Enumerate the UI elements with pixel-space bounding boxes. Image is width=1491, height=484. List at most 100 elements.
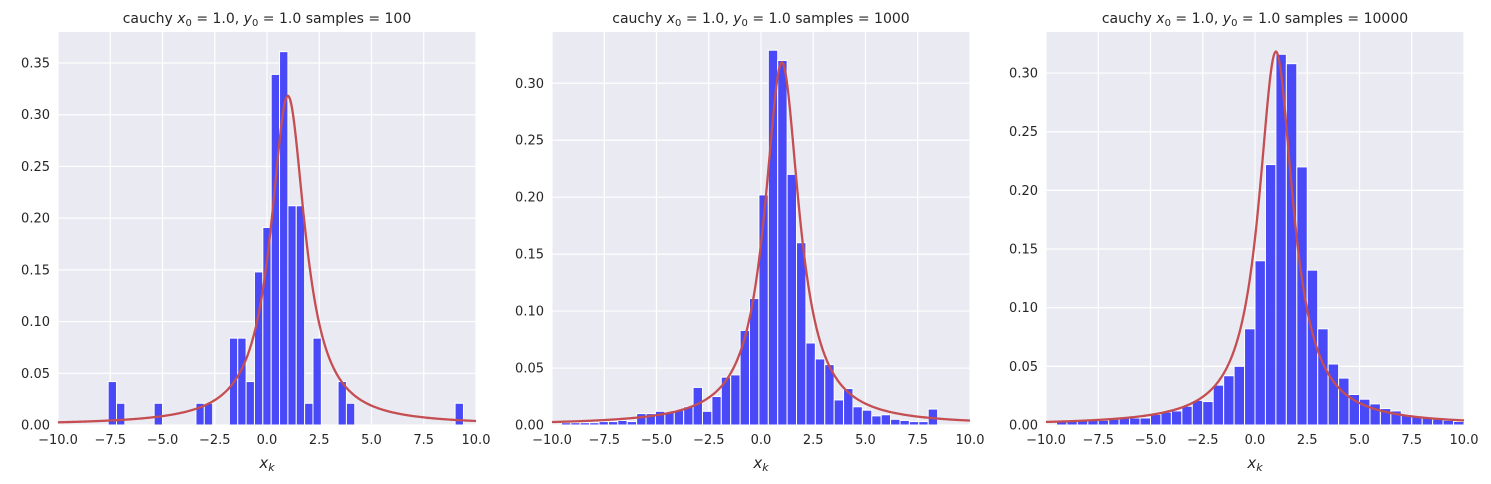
title-part: = 1.0 samples = 1000 bbox=[748, 11, 910, 27]
histogram-bar bbox=[814, 358, 826, 425]
x-tick-label: 2.5 bbox=[803, 433, 824, 448]
y-tick-label: 0.10 bbox=[21, 315, 50, 330]
x-axis-label-main: x bbox=[752, 454, 762, 472]
histogram-bar bbox=[1264, 164, 1277, 425]
y-tick-label: 0.20 bbox=[21, 212, 50, 227]
x-tick-label: 0.0 bbox=[1245, 433, 1266, 448]
x-tick-label: 5.0 bbox=[1349, 433, 1370, 448]
histogram-bar bbox=[871, 415, 882, 425]
y-tick-label: 0.20 bbox=[1009, 184, 1038, 199]
title-part: = 1.0, bbox=[192, 11, 244, 27]
subplot-samples-1000: −10.0 −7.5 −5.0 −2.5 0.0 2.5 5.0 7.5 10.0 0.00 0.0… bbox=[515, 11, 984, 474]
histogram-bar bbox=[1442, 419, 1455, 425]
histogram-bar bbox=[454, 402, 464, 425]
histogram-bar bbox=[1233, 365, 1246, 425]
histogram-bar bbox=[589, 422, 600, 425]
histogram-bar bbox=[245, 381, 255, 425]
histogram-bar bbox=[796, 242, 807, 425]
x-tick-label: −7.5 bbox=[588, 433, 620, 448]
histogram-bar bbox=[598, 421, 609, 425]
plot-area bbox=[1046, 50, 1464, 425]
y-tick-label: 0.10 bbox=[1009, 301, 1038, 316]
title-part: = 1.0 samples = 100 bbox=[258, 11, 411, 27]
histogram-bar bbox=[1254, 260, 1266, 425]
x-tick-label: −5.0 bbox=[147, 433, 179, 448]
x-tick-label: −10.0 bbox=[1026, 433, 1066, 448]
x-tick-label: 2.5 bbox=[309, 433, 330, 448]
histogram-bar bbox=[739, 329, 751, 425]
x-tick-label: 0.0 bbox=[257, 433, 278, 448]
histogram-bar bbox=[899, 419, 910, 425]
histogram-bar bbox=[295, 205, 306, 425]
x-tick-label: −2.5 bbox=[1187, 433, 1219, 448]
x-axis-label-sub: k bbox=[762, 461, 769, 474]
x-tick-label: 10.0 bbox=[1450, 433, 1479, 448]
title-part: = 1.0, bbox=[1171, 11, 1223, 27]
histogram-bar bbox=[1338, 377, 1350, 425]
subplot-samples-10000: −10.0 −7.5 −5.0 −2.5 0.0 2.5 5.0 7.5 10.0 0.00 0.0… bbox=[1009, 11, 1478, 474]
x-axis-label-sub: k bbox=[268, 461, 275, 474]
histogram-bar bbox=[1129, 417, 1141, 425]
x-tick-label: −2.5 bbox=[199, 433, 231, 448]
y-tick-label: 0.25 bbox=[1009, 125, 1038, 140]
y-tick-label: 0.00 bbox=[21, 419, 50, 434]
histogram-bar bbox=[203, 402, 214, 425]
x-tick-label: 10.0 bbox=[462, 433, 491, 448]
histogram-bar bbox=[1212, 384, 1225, 425]
y-tick-label: 0.00 bbox=[1009, 419, 1038, 434]
histogram-bar bbox=[1181, 405, 1193, 425]
histogram-bar bbox=[786, 173, 798, 425]
y-tick-label: 0.35 bbox=[21, 57, 50, 72]
x-tick-label: −5.0 bbox=[1135, 433, 1167, 448]
x-tick-label: −5.0 bbox=[641, 433, 673, 448]
title-part: 0 bbox=[186, 18, 192, 29]
title-part: cauchy bbox=[123, 11, 177, 27]
plot-area bbox=[552, 49, 970, 425]
x-tick-label: 5.0 bbox=[855, 433, 876, 448]
histogram-bar bbox=[626, 421, 638, 425]
title-part: 0 bbox=[675, 18, 681, 29]
y-tick-label: 0.15 bbox=[515, 248, 544, 263]
histogram-bar bbox=[730, 374, 741, 425]
y-tick-label: 0.25 bbox=[515, 134, 544, 149]
y-tick-label: 0.05 bbox=[21, 367, 50, 382]
y-tick-label: 0.10 bbox=[515, 305, 544, 320]
x-tick-label: −10.0 bbox=[532, 433, 572, 448]
histogram-bar bbox=[890, 418, 901, 425]
histogram-bar bbox=[777, 59, 788, 425]
histogram-bar bbox=[1150, 413, 1162, 425]
histogram-bar bbox=[1285, 63, 1298, 425]
x-tick-label: 0.0 bbox=[751, 433, 772, 448]
x-axis-label: xk bbox=[752, 454, 769, 474]
title-part: y bbox=[243, 11, 253, 27]
y-tick-label: 0.15 bbox=[21, 263, 50, 278]
title-part: 0 bbox=[252, 18, 258, 29]
histogram-bar bbox=[1327, 363, 1340, 425]
histogram-bar bbox=[861, 409, 873, 425]
histogram-bar bbox=[345, 402, 356, 425]
title-part: 0 bbox=[1231, 18, 1237, 29]
x-tick-label: −2.5 bbox=[693, 433, 725, 448]
histogram-bar bbox=[237, 337, 247, 425]
histogram-bar bbox=[107, 381, 118, 425]
y-tick-label: 0.20 bbox=[515, 191, 544, 206]
x-axis-label-main: x bbox=[258, 454, 268, 472]
histogram-bar bbox=[852, 406, 863, 425]
title-part: cauchy bbox=[612, 11, 666, 27]
x-tick-label: 10.0 bbox=[956, 433, 985, 448]
histogram-bar bbox=[908, 421, 920, 425]
histogram-bar bbox=[579, 422, 591, 425]
x-axis-label: xk bbox=[258, 454, 275, 474]
x-tick-label: 2.5 bbox=[1297, 433, 1318, 448]
title-part: 0 bbox=[742, 18, 748, 29]
y-tick-label: 0.05 bbox=[1009, 360, 1038, 375]
histogram-bar bbox=[304, 402, 314, 425]
histogram-bar bbox=[153, 402, 163, 425]
histogram-bar bbox=[1244, 328, 1256, 425]
title-part: = 1.0 samples = 10000 bbox=[1237, 11, 1408, 27]
x-tick-label: −7.5 bbox=[1082, 433, 1114, 448]
chart-title: cauchy x0 = 1.0, y0 = 1.0 samples = 1000… bbox=[1102, 11, 1408, 29]
histogram-bar bbox=[1170, 410, 1183, 425]
histogram-bar bbox=[1097, 419, 1110, 425]
histogram-bar bbox=[1139, 417, 1152, 425]
